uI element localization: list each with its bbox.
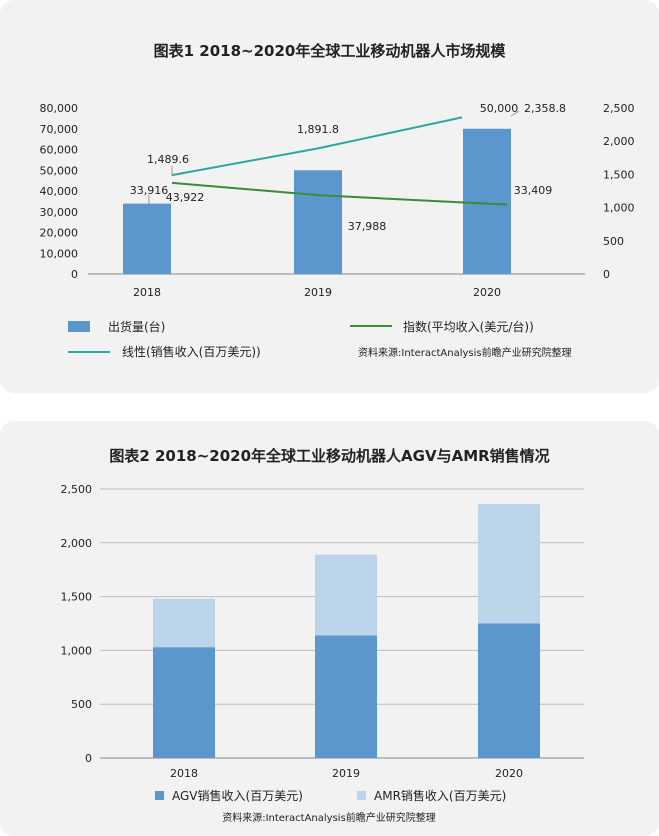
leader-line [510, 110, 520, 117]
y-tick-label: 2,000 [61, 537, 93, 550]
chart1-panel: 图表1 2018~2020年全球工业移动机器人市场规模 0 10,000 20,00… [0, 0, 659, 393]
y-tick-label: 500 [71, 698, 92, 711]
data-label-line: 43,922 [166, 191, 205, 204]
bar-agv [153, 647, 215, 758]
bar-agv [315, 635, 377, 758]
x-tick-label: 2020 [495, 767, 523, 780]
y-tick-label: 1,500 [61, 591, 93, 604]
data-label-line: 1,891.8 [297, 123, 339, 136]
legend-swatch-amr [357, 791, 366, 800]
legend-swatch-agv [155, 791, 164, 800]
chart1-svg: 0 10,000 20,000 30,000 40,000 50,000 60,000 70,… [40, 102, 635, 359]
x-tick-label: 2018 [170, 767, 198, 780]
chart2-panel: 图表2 2018~2020年全球工业移动机器人AGV与AMR销售情况 0 500 1… [0, 421, 659, 836]
legend-label: 线性(销售收入(百万美元)) [122, 344, 261, 359]
x-tick-label: 2019 [332, 767, 360, 780]
data-label-line: 37,988 [348, 220, 387, 233]
data-label-bar: 50,000 [480, 102, 519, 115]
y-left-tick-label: 80,000 [40, 102, 79, 115]
data-label-line: 33,409 [514, 184, 553, 197]
x-tick-label: 2020 [473, 286, 501, 299]
y-right-tick-label: 2,500 [603, 102, 635, 115]
y-tick-label: 2,500 [61, 483, 93, 496]
legend-swatch-bar [68, 321, 90, 332]
y-right-tick-label: 1,000 [603, 202, 635, 215]
y-tick-label: 1,000 [61, 644, 93, 657]
bar-amr [478, 504, 540, 624]
x-tick-label: 2019 [304, 286, 332, 299]
bar-amr [153, 598, 215, 648]
source-note: 资料来源:InteractAnalysis前瞻产业研究院整理 [222, 811, 436, 824]
y-right-tick-label: 1,500 [603, 168, 635, 181]
y-tick-label: 0 [85, 752, 92, 765]
y-left-tick-label: 50,000 [40, 164, 79, 177]
y-right-tick-label: 0 [603, 268, 610, 281]
line-avg-revenue [171, 181, 508, 206]
legend-label: 指数(平均收入(美元/台)) [403, 319, 534, 334]
y-left-tick-label: 10,000 [40, 247, 79, 260]
chart1-title: 图表1 2018~2020年全球工业移动机器人市场规模 [153, 42, 506, 60]
y-left-tick-label: 40,000 [40, 185, 79, 198]
y-left-tick-label: 0 [71, 268, 78, 281]
bar-shipments [123, 203, 171, 274]
y-right-tick-label: 500 [603, 235, 624, 248]
bar-amr [315, 554, 377, 636]
y-left-tick-label: 60,000 [40, 144, 79, 157]
source-note: 资料来源:InteractAnalysis前瞻产业研究院整理 [358, 346, 572, 359]
chart2-svg: 0 500 1,000 1,500 2,000 2,500 2018 2019 2020 AGV销… [61, 483, 584, 824]
line-sales-revenue [171, 116, 463, 177]
y-left-tick-label: 20,000 [40, 227, 79, 240]
bar-agv [478, 623, 540, 758]
y-left-tick-label: 70,000 [40, 123, 79, 136]
legend-label: AGV销售收入(百万美元) [172, 788, 303, 803]
data-label-line: 1,489.6 [147, 153, 189, 166]
bar-shipments [294, 170, 342, 274]
bar-shipments [463, 128, 511, 274]
data-label-bar: 33,916 [130, 184, 169, 197]
legend-label: 出货量(台) [108, 319, 165, 334]
y-right-tick-label: 2,000 [603, 135, 635, 148]
chart2-title: 图表2 2018~2020年全球工业移动机器人AGV与AMR销售情况 [109, 447, 550, 465]
y-left-tick-label: 30,000 [40, 206, 79, 219]
data-label-line: 2,358.8 [524, 102, 566, 115]
x-tick-label: 2018 [133, 286, 161, 299]
legend-label: AMR销售收入(百万美元) [374, 788, 506, 803]
